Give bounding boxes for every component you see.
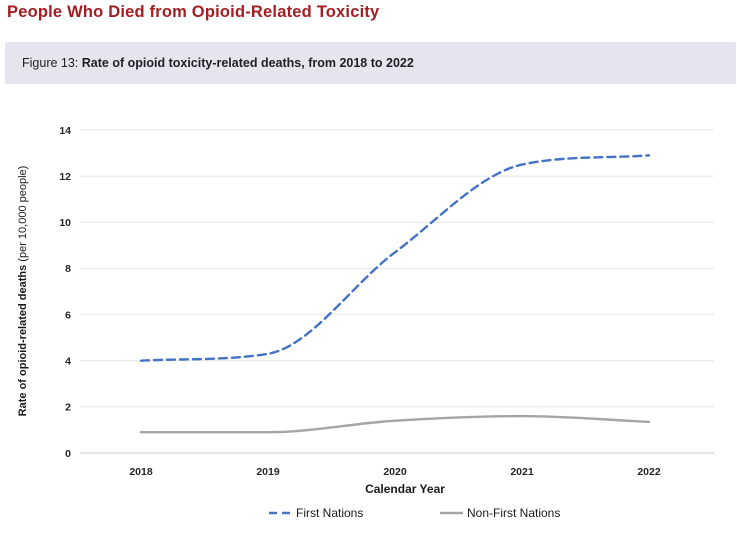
- x-tick-label: 2018: [129, 466, 153, 478]
- y-tick-label: 2: [65, 402, 71, 414]
- y-tick-label: 0: [65, 448, 71, 460]
- non-first-nations-line: [139, 414, 651, 434]
- figure-label: Figure 13:: [22, 56, 82, 70]
- page-title: People Who Died from Opioid-Related Toxi…: [7, 3, 380, 21]
- y-tick-label: 4: [65, 356, 71, 368]
- line-chart: 0 2 4 6 8 10 12 14 2018 2019 2020 2021 2022 Calendar …: [0, 95, 737, 535]
- first-nations-line: [139, 154, 651, 362]
- figure-title: Rate of opioid toxicity-related deaths, …: [81, 56, 414, 70]
- y-tick-label: 12: [59, 171, 71, 183]
- x-axis-title: Calendar Year: [365, 482, 445, 496]
- x-tick-label: 2021: [510, 466, 534, 478]
- chart-canvas: 0 2 4 6 8 10 12 14 2018 2019 2020 2021 2022 Calendar …: [17, 125, 714, 520]
- y-tick-label: 10: [59, 217, 71, 229]
- legend-label: Non-First Nations: [467, 506, 560, 520]
- y-tick-label: 8: [65, 263, 71, 275]
- x-tick-label: 2020: [383, 466, 407, 478]
- figure-caption-banner: Figure 13: Rate of opioid toxicity-relat…: [5, 42, 736, 84]
- y-axis-title: Rate of opioid-related deaths (per 10,00…: [17, 166, 29, 417]
- legend-label: First Nations: [296, 506, 363, 520]
- x-tick-label: 2019: [256, 466, 280, 478]
- y-tick-label: 6: [65, 309, 71, 321]
- x-tick-label: 2022: [637, 466, 661, 478]
- y-tick-label: 14: [59, 125, 71, 137]
